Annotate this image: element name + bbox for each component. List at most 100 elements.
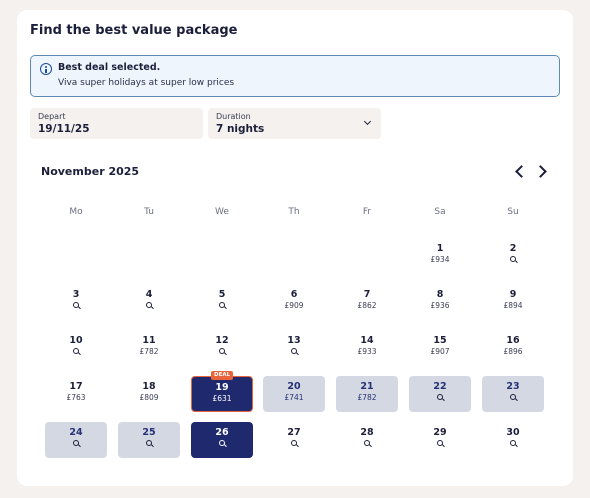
calendar-day[interactable]: 29 (409, 422, 471, 458)
day-price: £782 (357, 393, 377, 402)
day-number: 20 (287, 381, 301, 392)
search-icon (509, 394, 517, 401)
calendar-day[interactable]: 1 £934 (409, 238, 471, 274)
calendar-day[interactable]: 6 £909 (263, 284, 325, 320)
day-number: 9 (509, 289, 517, 300)
calendar-day[interactable]: 4 (118, 284, 180, 320)
day-price: £809 (139, 393, 159, 402)
search-icon (218, 348, 226, 355)
weekday-label: Tu (144, 207, 154, 217)
day-price: £896 (503, 347, 523, 356)
calendar-day[interactable]: 22 (409, 376, 471, 412)
day-number: 28 (360, 427, 374, 438)
weekday-label: We (215, 207, 229, 217)
page-title: Find the best value package (30, 23, 238, 38)
calendar-day[interactable]: 21 £782 (336, 376, 398, 412)
duration-select[interactable]: Duration 7 nights (208, 108, 381, 139)
calendar-day[interactable]: 8 £936 (409, 284, 471, 320)
weekday-label: Fr (362, 207, 372, 217)
day-number: 5 (218, 289, 226, 300)
calendar-day[interactable]: 13 (263, 330, 325, 366)
day-price: £894 (503, 301, 523, 310)
calendar-day[interactable]: 3 (45, 284, 107, 320)
search-icon (290, 440, 298, 447)
day-price: £782 (139, 347, 159, 356)
package-finder-card: Find the best value package Best deal se… (17, 10, 573, 486)
search-icon (509, 440, 517, 447)
calendar-day[interactable]: 14 £933 (336, 330, 398, 366)
depart-label: Depart (38, 112, 66, 121)
day-number: 17 (69, 381, 83, 392)
calendar-day[interactable]: 23 (482, 376, 544, 412)
search-icon (218, 302, 226, 309)
day-price: £934 (430, 255, 450, 264)
deal-badge: DEAL (211, 371, 234, 380)
day-price: £763 (66, 393, 86, 402)
search-icon (145, 440, 153, 447)
calendar-day[interactable]: 26 (191, 422, 253, 458)
search-icon (218, 440, 226, 447)
search-icon (72, 302, 80, 309)
day-number: 22 (433, 381, 447, 392)
calendar-day[interactable]: 7 £862 (336, 284, 398, 320)
calendar-day[interactable]: 9 £894 (482, 284, 544, 320)
day-number: 12 (215, 335, 229, 346)
day-number: 25 (142, 427, 156, 438)
search-icon (436, 440, 444, 447)
calendar-day[interactable]: 20 £741 (263, 376, 325, 412)
day-number: 23 (506, 381, 520, 392)
day-price: £631 (212, 394, 232, 403)
calendar-day[interactable]: 27 (263, 422, 325, 458)
day-number: 18 (142, 381, 156, 392)
weekday-label: Mo (69, 207, 83, 217)
next-month-button[interactable] (534, 165, 547, 178)
day-price: £741 (284, 393, 304, 402)
chevron-down-icon (363, 117, 372, 126)
day-price: £909 (284, 301, 304, 310)
calendar-day[interactable]: 11 £782 (118, 330, 180, 366)
calendar-day[interactable]: 16 £896 (482, 330, 544, 366)
calendar-day[interactable]: 28 (336, 422, 398, 458)
day-number: 11 (142, 335, 156, 346)
search-icon (363, 440, 371, 447)
day-number: 10 (69, 335, 83, 346)
search-icon (290, 348, 298, 355)
search-icon (72, 348, 80, 355)
calendar-day[interactable]: 10 (45, 330, 107, 366)
duration-value: 7 nights (216, 123, 265, 135)
day-number: 19 (215, 382, 229, 393)
day-number: 15 (433, 335, 447, 346)
calendar-day[interactable]: 18 £809 (118, 376, 180, 412)
day-number: 1 (436, 243, 444, 254)
info-heading: Best deal selected. (58, 62, 161, 73)
calendar-day[interactable]: 5 (191, 284, 253, 320)
day-price: £936 (430, 301, 450, 310)
day-number: 13 (287, 335, 301, 346)
weekday-label: Su (507, 207, 519, 217)
day-number: 27 (287, 427, 301, 438)
calendar-day[interactable]: DEAL 19 £631 (191, 371, 253, 412)
calendar-day[interactable]: 12 (191, 330, 253, 366)
search-icon (72, 440, 80, 447)
weekday-label: Th (288, 207, 300, 217)
day-number: 29 (433, 427, 447, 438)
day-number: 2 (509, 243, 517, 254)
calendar-day[interactable]: 25 (118, 422, 180, 458)
day-price: £933 (357, 347, 377, 356)
info-icon (40, 63, 52, 75)
calendar-day[interactable]: 30 (482, 422, 544, 458)
calendar-day[interactable]: 2 (482, 238, 544, 274)
calendar-day[interactable]: 24 (45, 422, 107, 458)
search-icon (436, 394, 444, 401)
day-number: 14 (360, 335, 374, 346)
day-number: 8 (436, 289, 444, 300)
day-number: 16 (506, 335, 520, 346)
calendar-day[interactable]: 17 £763 (45, 376, 107, 412)
search-icon (145, 302, 153, 309)
info-text: Viva super holidays at super low prices (58, 78, 235, 88)
previous-month-button[interactable] (515, 165, 528, 178)
day-number: 7 (363, 289, 371, 300)
calendar-day[interactable]: 15 £907 (409, 330, 471, 366)
day-number: 3 (72, 289, 80, 300)
depart-field[interactable]: Depart 19/11/25 (30, 108, 203, 139)
